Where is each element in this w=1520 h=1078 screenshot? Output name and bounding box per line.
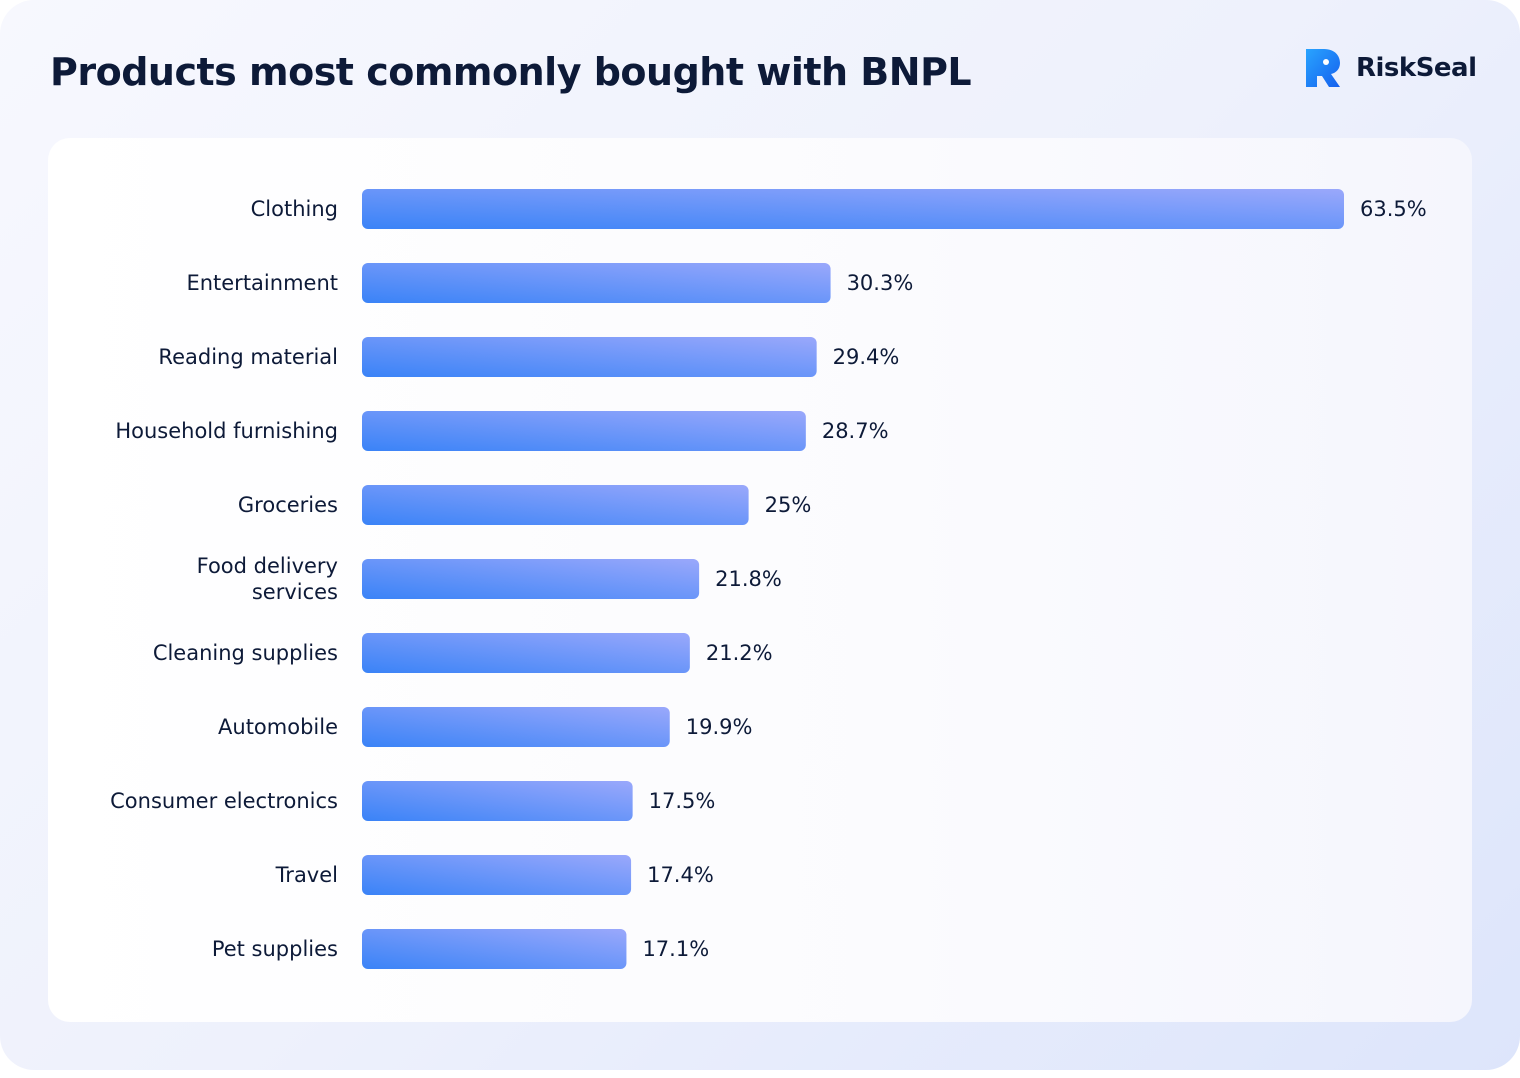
category-label: Clothing [251,197,338,221]
value-label: 30.3% [847,271,914,295]
value-label: 17.1% [642,937,709,961]
value-label: 63.5% [1360,197,1427,221]
category-label: Groceries [238,493,338,517]
category-label: Consumer electronics [110,789,338,813]
category-label: Household furnishing [115,419,338,443]
bar [362,929,627,969]
category-label: Travel [275,863,338,887]
value-label: 19.9% [686,715,753,739]
value-label: 17.5% [649,789,716,813]
value-label: 17.4% [647,863,714,887]
page-title: Products most commonly bought with BNPL [50,50,972,94]
value-label: 25% [765,493,812,517]
bar [362,781,633,821]
category-label: Cleaning supplies [153,641,338,665]
bar [362,411,806,451]
chart-card: Clothing 63.5% Entertainment 30.3% Reading m… [48,138,1472,1022]
bar-chart: Clothing 63.5% Entertainment 30.3% Reading m… [110,189,1427,969]
brand-name: RiskSeal [1356,53,1477,83]
category-label: Automobile [218,715,338,739]
value-label: 21.2% [706,641,773,665]
category-label: Pet supplies [212,937,338,961]
bar [362,855,632,895]
bar [362,263,831,303]
category-label: Reading material [158,345,338,369]
brand-logo: RiskSeal [1302,47,1477,89]
value-label: 21.8% [715,567,782,591]
riskseal-seal-icon [1306,49,1340,87]
bar [362,559,700,599]
bar [362,633,690,673]
bar [362,337,817,377]
bar [362,707,670,747]
category-label: Entertainment [186,271,338,295]
value-label: 28.7% [822,419,889,443]
bar [362,485,749,525]
category-label: Food delivery services [197,554,338,604]
bar [362,189,1344,229]
value-label: 29.4% [833,345,900,369]
